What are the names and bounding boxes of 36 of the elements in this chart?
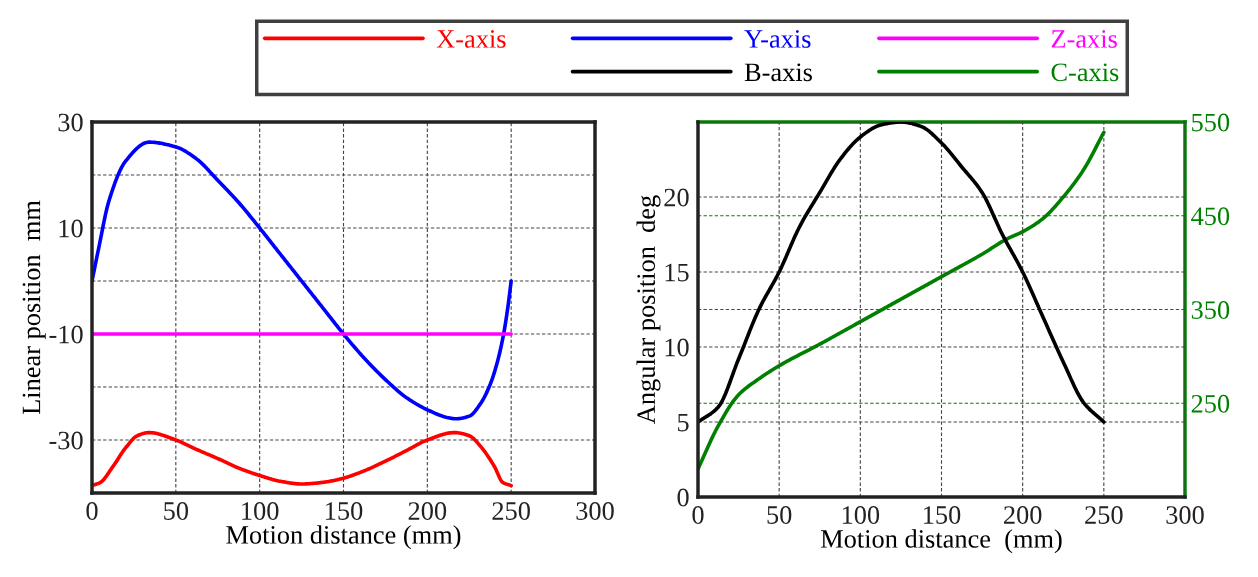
- x-tick-label: 0: [86, 502, 98, 520]
- x-tick-label: 250: [492, 502, 530, 520]
- y-tick-label: 15: [665, 263, 689, 282]
- y-tick-label: 30: [58, 113, 83, 132]
- x-tick-label: 50: [164, 502, 189, 520]
- y-tick-label: -10: [49, 325, 83, 344]
- x-tick-label: 100: [842, 506, 880, 524]
- y-axis-title: Angular position deg: [636, 195, 661, 424]
- x-tick-label: 250: [1085, 506, 1123, 524]
- y2-tick-label: 350: [1191, 301, 1230, 319]
- x-tick-label: 300: [576, 502, 614, 520]
- x-tick-label: 150: [924, 506, 961, 524]
- y-axis-title: Linear position mm: [22, 200, 46, 415]
- x-tick-label: 50: [767, 506, 792, 524]
- x-tick-label: 100: [242, 502, 279, 520]
- text: X-axis: [436, 30, 506, 48]
- x-tick-label: 200: [1004, 506, 1042, 524]
- y2-tick-label: 250: [1191, 394, 1230, 413]
- x-tick-label: 300: [1166, 506, 1204, 524]
- text: B-axis: [744, 63, 812, 82]
- x-axis-title: Motion distance (mm): [820, 529, 1062, 554]
- text: Z-axis: [1051, 30, 1117, 48]
- y-tick-label: 0: [677, 488, 689, 507]
- x-axis-title: Motion distance (mm): [226, 525, 461, 550]
- y-tick-label: 5: [678, 413, 689, 432]
- x-tick-label: 0: [692, 506, 704, 524]
- text: C-axis: [1051, 63, 1119, 82]
- y-tick-label: 10: [59, 219, 83, 238]
- y2-tick-label: 550: [1192, 113, 1230, 132]
- text: Y-axis: [744, 30, 811, 48]
- y-tick-label: -30: [49, 431, 83, 450]
- y-tick-label: 20: [664, 188, 689, 207]
- x-tick-label: 150: [326, 502, 363, 520]
- y2-tick-label: 450: [1191, 207, 1230, 226]
- x-tick-label: 200: [408, 502, 447, 520]
- y-tick-label: 10: [665, 338, 689, 357]
